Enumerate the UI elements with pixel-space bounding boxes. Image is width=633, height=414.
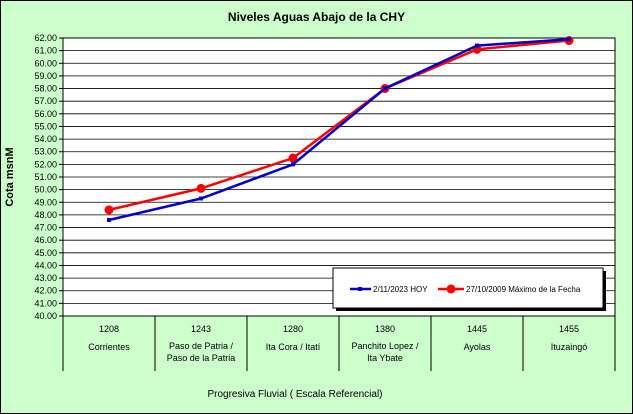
- legend-box: [332, 267, 604, 309]
- data-point: [567, 37, 571, 42]
- y-tick-label: 49.00: [34, 197, 57, 207]
- legend-label: 27/10/2009 Máximo de la Fecha: [466, 285, 581, 294]
- y-tick-label: 40.00: [34, 311, 57, 321]
- data-point: [291, 162, 295, 167]
- category-km-label: 1243: [191, 324, 211, 334]
- category-km-label: 1445: [467, 324, 487, 334]
- category-name-label: Corrientes: [88, 342, 130, 352]
- x-axis-title: Progresiva Fluvial ( Escala Referencial): [207, 389, 382, 400]
- y-tick-label: 45.00: [34, 248, 57, 258]
- y-tick-label: 47.00: [34, 223, 57, 233]
- data-point: [196, 183, 206, 193]
- series-line: [108, 39, 570, 212]
- y-tick-label: 52.00: [34, 159, 57, 169]
- category-name-label: Ita Ybate: [367, 353, 403, 363]
- y-tick-label: 61.00: [34, 46, 57, 56]
- data-point: [104, 205, 114, 215]
- category-name-label: Panchito Lopez /: [351, 341, 419, 351]
- y-tick-label: 55.00: [34, 121, 57, 131]
- y-tick-label: 50.00: [34, 185, 57, 195]
- chart-title: Niveles Aguas Abajo de la CHY: [227, 10, 406, 24]
- legend-label: 2/11/2023 HOY: [373, 285, 428, 294]
- category-name-label: Ayolas: [464, 342, 491, 352]
- y-tick-label: 44.00: [34, 260, 57, 270]
- y-tick-label: 53.00: [34, 147, 57, 157]
- y-tick-label: 62.00: [34, 33, 57, 43]
- data-point: [383, 86, 387, 91]
- y-tick-label: 41.00: [34, 298, 57, 308]
- data-point: [475, 43, 479, 48]
- y-axis-title: Cota msnM: [4, 147, 16, 206]
- legend-marker: [358, 287, 362, 291]
- category-name-label: Ituzaingó: [551, 342, 588, 352]
- category-name-label: Paso de la Patria: [167, 353, 236, 363]
- data-point: [107, 217, 111, 222]
- category-km-label: 1380: [375, 324, 395, 334]
- data-point: [199, 196, 203, 201]
- y-tick-label: 42.00: [34, 286, 57, 296]
- y-tick-label: 48.00: [34, 210, 57, 220]
- legend-marker: [446, 284, 456, 294]
- series-line: [108, 38, 570, 222]
- y-tick-label: 43.00: [34, 273, 57, 283]
- y-tick-label: 51.00: [34, 172, 57, 182]
- category-name-label: Paso de Patria /: [169, 341, 234, 351]
- y-tick-label: 46.00: [34, 235, 57, 245]
- y-tick-label: 59.00: [34, 71, 57, 81]
- y-tick-label: 57.00: [34, 96, 57, 106]
- category-km-label: 1455: [559, 324, 579, 334]
- data-point: [288, 153, 298, 163]
- y-tick-label: 58.00: [34, 84, 57, 94]
- category-km-label: 1208: [99, 324, 119, 334]
- category-km-label: 1280: [283, 324, 303, 334]
- y-tick-label: 56.00: [34, 109, 57, 119]
- category-name-label: Ita Cora / Itatí: [266, 342, 321, 352]
- y-tick-label: 60.00: [34, 58, 57, 68]
- y-tick-label: 54.00: [34, 134, 57, 144]
